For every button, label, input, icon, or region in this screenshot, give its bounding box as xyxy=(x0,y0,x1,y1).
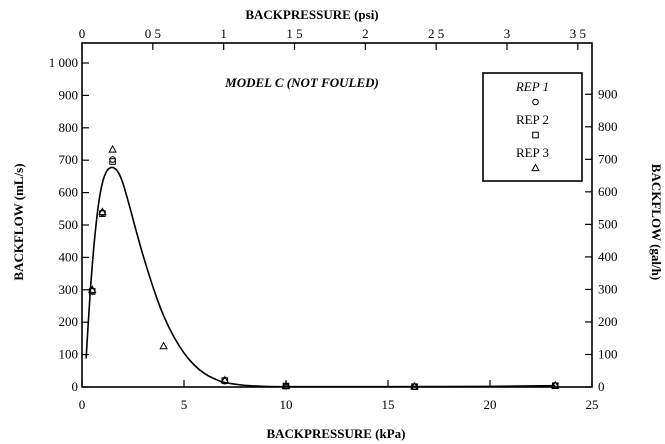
square-marker xyxy=(109,158,116,165)
y-tick-label: 0 xyxy=(72,379,79,394)
y2-axis-title: BACKFLOW (gal/h) xyxy=(649,164,664,280)
x-tick-label: 10 xyxy=(280,397,293,412)
square-marker xyxy=(411,383,418,390)
triangle-marker xyxy=(87,285,97,293)
legend-box xyxy=(482,72,583,182)
y2-tick-label: 100 xyxy=(598,346,618,361)
y-tick-label: 700 xyxy=(59,152,79,167)
series-2 xyxy=(88,158,559,390)
x-tick-label: 20 xyxy=(484,397,497,412)
y-tick-label: 500 xyxy=(59,217,79,232)
legend: REP 1 REP 2 REP 3 xyxy=(482,72,583,182)
data-markers xyxy=(87,144,560,390)
y-tick-label: 400 xyxy=(59,249,79,264)
y2-tick-label: 200 xyxy=(598,314,618,329)
y2-tick-label: 900 xyxy=(598,86,618,101)
triangle-marker xyxy=(98,207,107,216)
y-tick-label: 800 xyxy=(59,120,79,135)
x2-tick-label: 0 xyxy=(79,26,86,41)
x2-axis-title: BACKPRESSURE (psi) xyxy=(245,7,378,22)
y2-tick-label: 500 xyxy=(598,216,618,231)
x-tick-label: 0 xyxy=(79,397,86,412)
y2-tick-label: 800 xyxy=(598,119,618,134)
x-tick-label: 5 xyxy=(181,397,188,412)
legend-label: REP 1 xyxy=(515,79,549,94)
y2-tick-label: 400 xyxy=(598,249,618,264)
triangle-marker xyxy=(108,144,117,153)
y2-tick-label: 0 xyxy=(598,379,605,394)
legend-triangle-marker xyxy=(531,163,540,172)
x2-tick-label: 1 xyxy=(220,26,227,41)
ticks: 0 5 10 15 20 25 0 0 5 1 1 5 2 2 5 3 3 5 0 100 200 300 400 5… xyxy=(49,26,618,412)
triangle-marker xyxy=(551,380,560,389)
legend-square-marker xyxy=(532,131,539,139)
x2-tick-label: 2 5 xyxy=(428,26,444,41)
x2-tick-label: 3 xyxy=(504,26,511,41)
y-tick-label: 1 000 xyxy=(49,55,78,70)
chart-title: MODEL C (NOT FOULED) xyxy=(224,75,379,90)
circle-marker xyxy=(109,156,116,163)
y2-tick-label: 600 xyxy=(598,184,618,199)
square-marker xyxy=(221,377,229,384)
triangle-marker xyxy=(220,375,230,384)
series-1 xyxy=(88,156,559,390)
y2-tick-label: 300 xyxy=(598,281,618,296)
y-tick-label: 900 xyxy=(59,87,79,102)
fit-curve xyxy=(85,166,556,388)
y-tick-label: 600 xyxy=(59,185,79,200)
x2-tick-label: 0 5 xyxy=(145,26,161,41)
y-tick-label: 100 xyxy=(59,347,79,362)
square-marker xyxy=(551,382,559,390)
x-axis-title: BACKPRESSURE (kPa) xyxy=(266,426,405,441)
x2-tick-label: 3 5 xyxy=(570,26,586,41)
x-tick-label: 15 xyxy=(382,397,395,412)
series-3 xyxy=(87,144,560,390)
y-tick-label: 200 xyxy=(59,314,79,329)
plot-frame xyxy=(81,42,593,388)
triangle-marker xyxy=(159,341,168,350)
axes xyxy=(81,42,593,388)
triangle-marker xyxy=(410,381,419,390)
y2-tick-label: 700 xyxy=(598,151,618,166)
x2-tick-label: 2 xyxy=(362,26,369,41)
x-tick-label: 25 xyxy=(586,397,599,412)
legend-circle-marker xyxy=(532,98,539,106)
legend-label: REP 2 xyxy=(516,112,549,127)
legend-label: REP 3 xyxy=(516,145,549,160)
y-axis-title: BACKFLOW (mL/s) xyxy=(11,163,26,280)
triangle-marker xyxy=(281,381,291,390)
x2-tick-label: 1 5 xyxy=(286,26,302,41)
y-tick-label: 300 xyxy=(59,282,79,297)
